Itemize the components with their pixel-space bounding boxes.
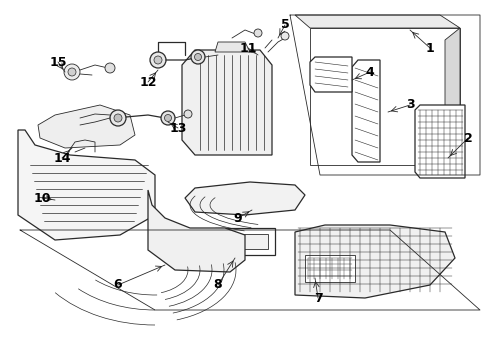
Text: 6: 6	[114, 279, 122, 292]
Circle shape	[64, 64, 80, 80]
Text: 5: 5	[281, 18, 290, 31]
Circle shape	[105, 63, 115, 73]
Text: 7: 7	[314, 292, 322, 305]
Circle shape	[150, 52, 166, 68]
Polygon shape	[415, 105, 465, 178]
Polygon shape	[182, 50, 272, 155]
Circle shape	[161, 111, 175, 125]
Text: 4: 4	[366, 66, 374, 78]
Text: 15: 15	[49, 55, 67, 68]
Polygon shape	[295, 225, 455, 298]
Polygon shape	[215, 42, 250, 52]
Polygon shape	[310, 28, 460, 165]
Text: 11: 11	[239, 41, 257, 54]
Text: 3: 3	[406, 99, 415, 112]
Circle shape	[191, 50, 205, 64]
Circle shape	[254, 29, 262, 37]
Polygon shape	[222, 234, 268, 249]
Text: 12: 12	[139, 76, 157, 89]
Circle shape	[184, 110, 192, 118]
Circle shape	[154, 56, 162, 64]
Text: 14: 14	[53, 152, 71, 165]
Polygon shape	[295, 15, 460, 28]
Circle shape	[281, 32, 289, 40]
Polygon shape	[445, 28, 460, 175]
Polygon shape	[215, 228, 275, 255]
Text: 1: 1	[426, 41, 434, 54]
Circle shape	[195, 54, 201, 60]
Circle shape	[114, 114, 122, 122]
Polygon shape	[185, 182, 305, 215]
Circle shape	[110, 110, 126, 126]
Text: 10: 10	[33, 192, 51, 204]
Text: 13: 13	[170, 122, 187, 135]
Polygon shape	[18, 130, 155, 240]
Circle shape	[68, 68, 76, 76]
Polygon shape	[38, 105, 135, 148]
Text: 8: 8	[214, 279, 222, 292]
Text: 9: 9	[234, 211, 243, 225]
Polygon shape	[305, 255, 355, 282]
Polygon shape	[310, 57, 352, 92]
Polygon shape	[148, 190, 245, 272]
Polygon shape	[352, 60, 380, 162]
Text: 2: 2	[464, 131, 472, 144]
Circle shape	[165, 114, 172, 122]
